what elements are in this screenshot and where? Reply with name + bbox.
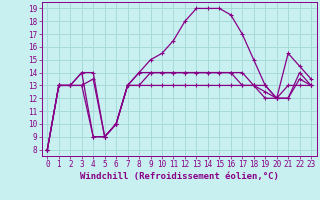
X-axis label: Windchill (Refroidissement éolien,°C): Windchill (Refroidissement éolien,°C) — [80, 172, 279, 181]
